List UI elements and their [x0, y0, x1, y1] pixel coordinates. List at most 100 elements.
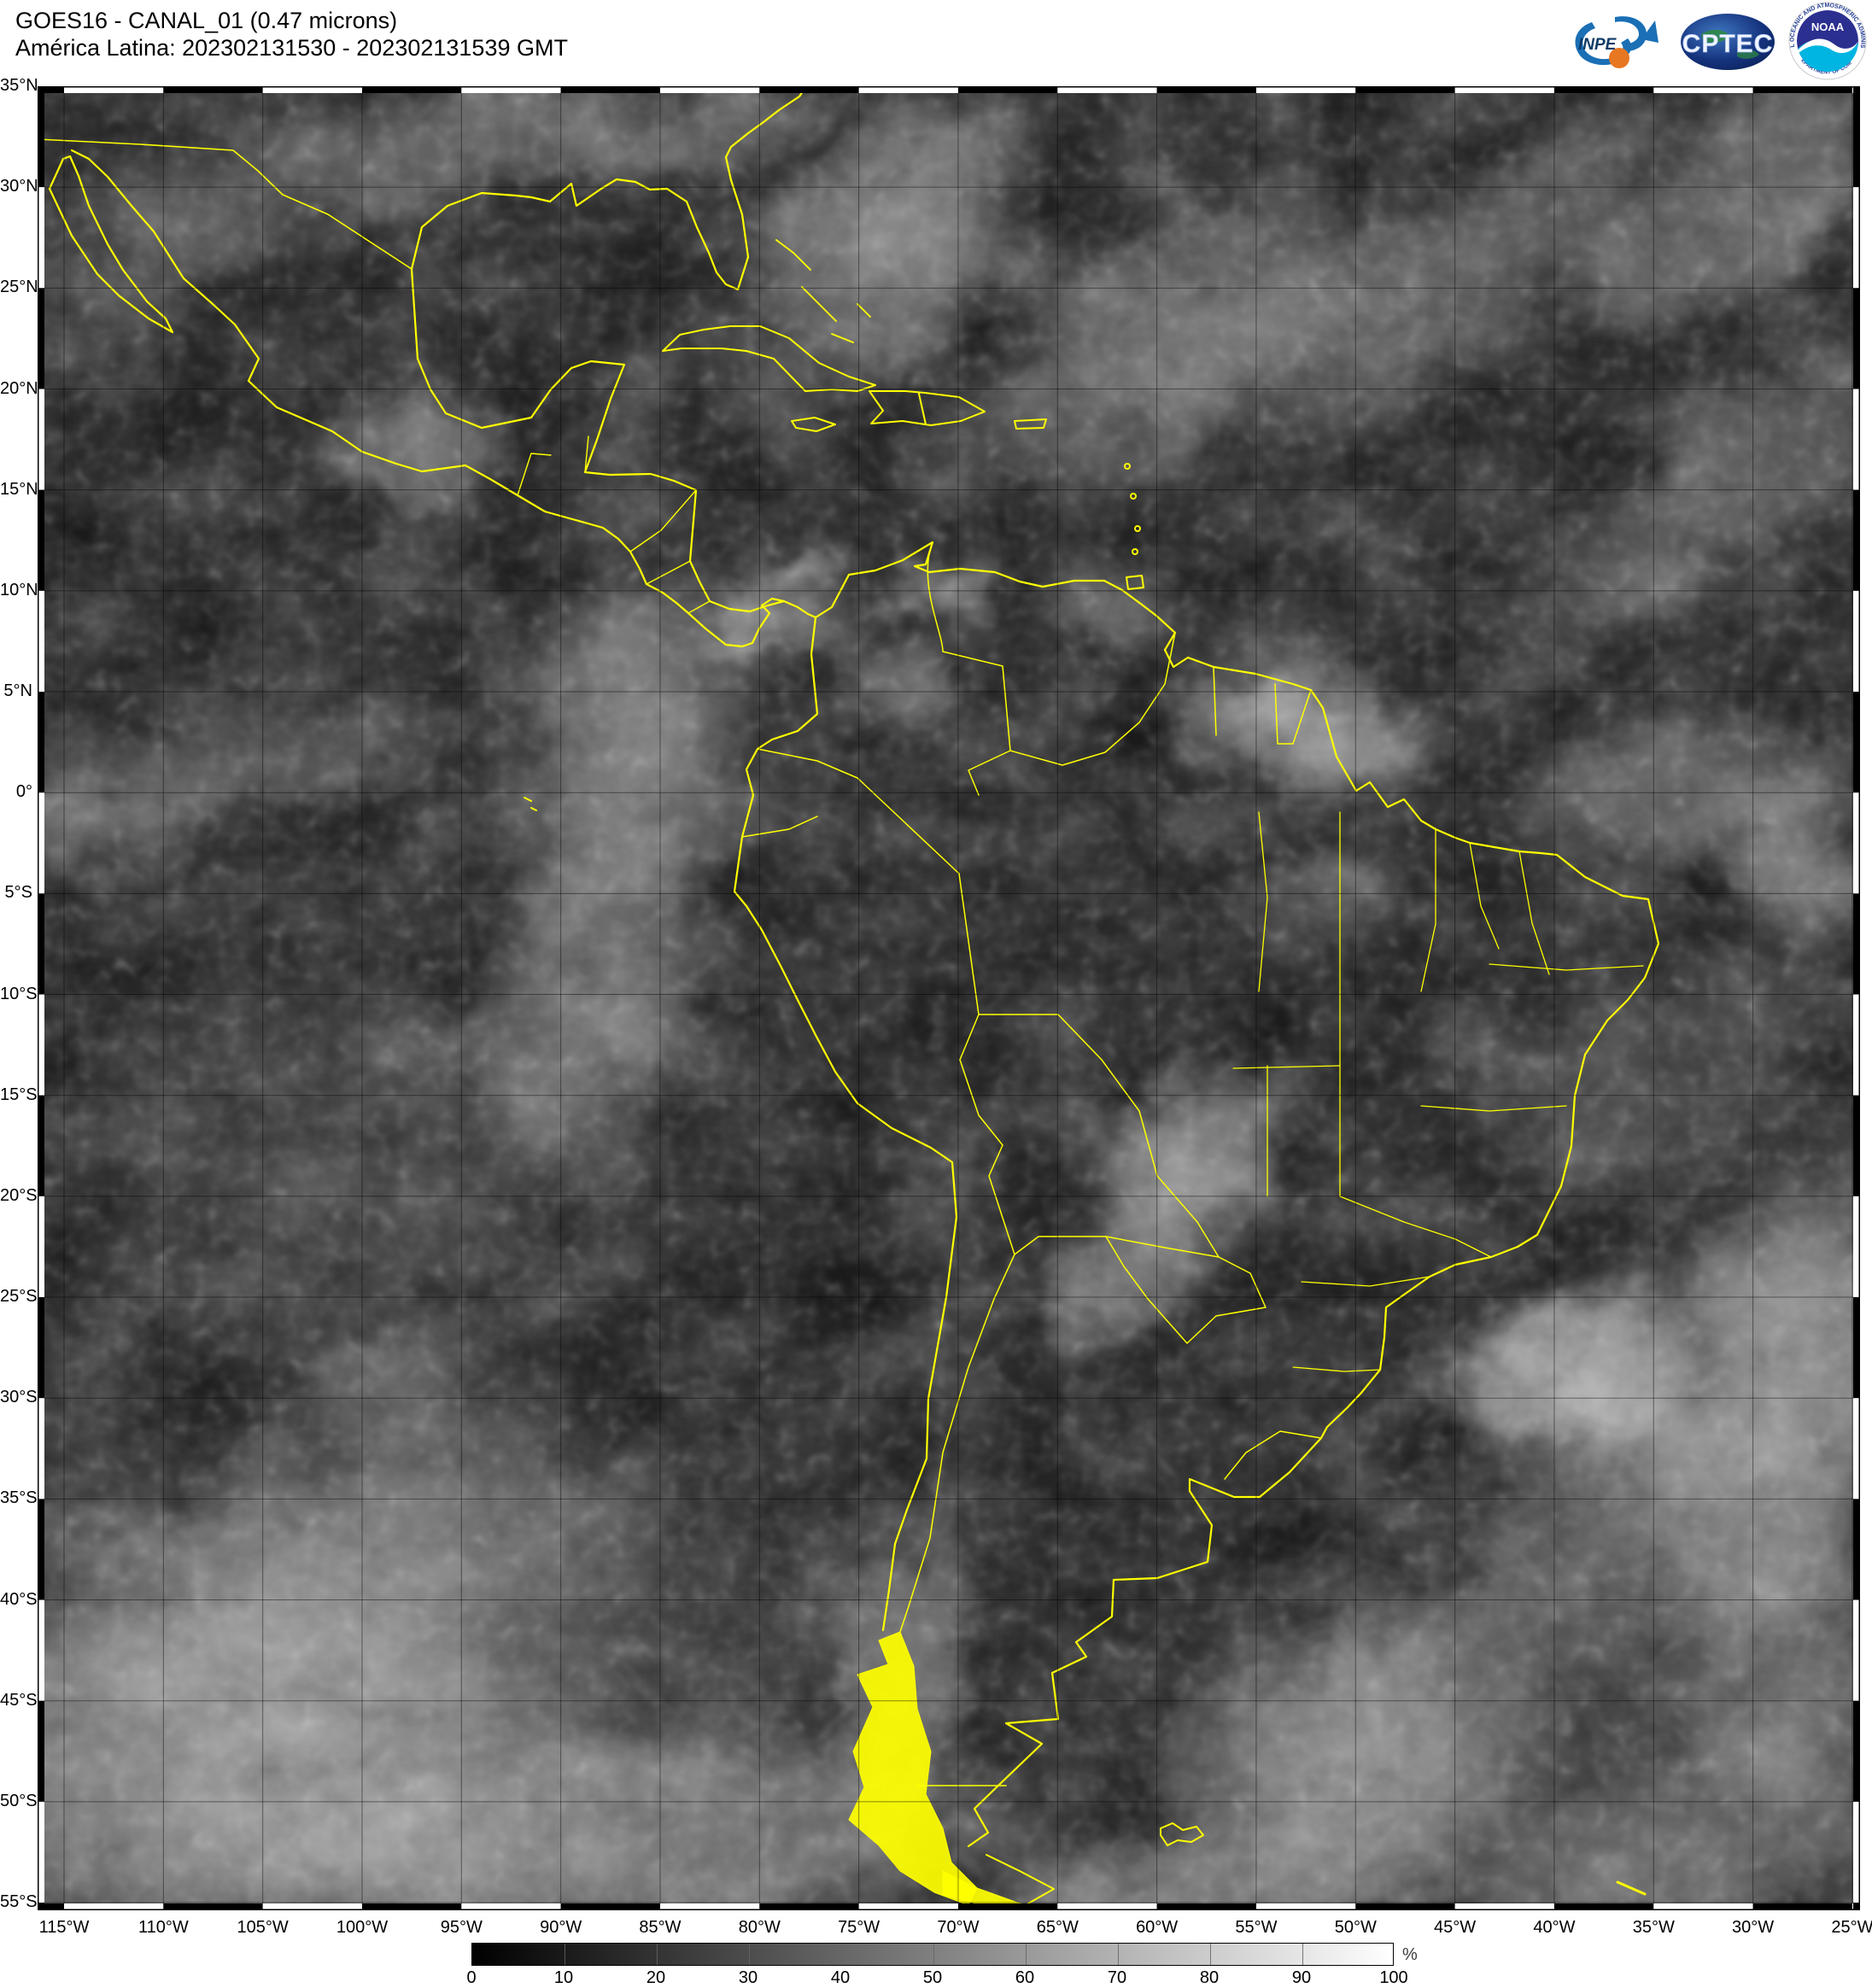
colorbar-tick	[657, 1944, 658, 1965]
colorbar-tick	[933, 1944, 934, 1965]
lon-label: 35°W	[1632, 1918, 1675, 1937]
colorbar-tick-label: 60	[1015, 1968, 1035, 1987]
lon-label: 110°W	[137, 1918, 189, 1937]
title-line-1: GOES16 - CANAL_01 (0.47 microns)	[15, 8, 398, 33]
colorbar-tick-label: 50	[922, 1968, 943, 1987]
colorbar-tick-label: 80	[1199, 1968, 1220, 1987]
inpe-orange-ball	[1609, 48, 1629, 68]
lon-label: 80°W	[738, 1918, 781, 1937]
lon-label: 70°W	[937, 1918, 980, 1937]
satellite-map	[38, 86, 1860, 1910]
lat-label: 35°S	[0, 1488, 38, 1508]
colorbar-tick	[1026, 1944, 1027, 1965]
inpe-swirl-outer	[1615, 16, 1647, 51]
island-antilles-1	[1124, 463, 1131, 470]
noaa-gull-icon	[1797, 38, 1858, 55]
coast-us-gulf-florida	[410, 86, 808, 291]
island-antilles-4	[1132, 548, 1138, 555]
coast-south-america-east	[814, 541, 1660, 1848]
lat-label: 0°	[15, 782, 32, 802]
title-line-2: América Latina: 202302131530 - 202302131…	[15, 35, 568, 61]
borders-south-america-countries	[741, 541, 1322, 1786]
borders-brazil-states	[1232, 811, 1644, 1372]
lat-label: 5°S	[4, 883, 32, 903]
lon-label: 100°W	[336, 1918, 389, 1937]
lon-label: 75°W	[838, 1918, 880, 1937]
lat-label: 50°S	[0, 1791, 38, 1810]
lat-label: 45°S	[0, 1690, 38, 1710]
lon-label: 30°W	[1732, 1918, 1775, 1937]
colorbar-unit: %	[1402, 1945, 1418, 1964]
country-borders-layer	[38, 86, 1660, 1910]
lon-label: 60°W	[1136, 1918, 1179, 1937]
coast-puerto-rico	[1014, 418, 1047, 430]
lon-label: 90°W	[540, 1918, 582, 1937]
colorbar-tick-label: 0	[466, 1968, 477, 1987]
colorbar-tick-label: 30	[738, 1968, 758, 1987]
colorbar-tick	[1302, 1944, 1303, 1965]
map-frame-band	[38, 86, 1860, 1910]
island-trinidad	[1126, 575, 1144, 590]
lat-label: 20°N	[0, 378, 38, 398]
colorbar-tick	[1210, 1944, 1211, 1965]
islands-falklands	[1160, 1822, 1204, 1846]
lat-label: 30°S	[0, 1388, 38, 1407]
lat-label: 5°N	[3, 681, 32, 701]
coast-jamaica	[791, 417, 836, 432]
coast-chilean-fjords	[848, 1631, 978, 1906]
lat-label: 10°S	[0, 984, 38, 1003]
coast-tierra-del-fuego	[942, 1870, 1068, 1910]
coast-tdf-east	[986, 1854, 1055, 1904]
noaa-logo: NATIONAL OCEANIC AND ATMOSPHERIC ADMINIS…	[1788, 2, 1867, 80]
island-south-georgia	[1616, 1880, 1647, 1896]
lat-label: 55°S	[0, 1892, 38, 1912]
border-us-mexico	[38, 138, 412, 270]
colorbar-tick-label: 40	[830, 1968, 851, 1987]
inpe-logo: INPE	[1575, 16, 1658, 68]
colorbar-tick	[841, 1944, 842, 1965]
lon-label: 55°W	[1235, 1918, 1278, 1937]
lat-label: 15°N	[0, 479, 38, 499]
lon-label: 65°W	[1036, 1918, 1079, 1937]
colorbar-tick-label: 20	[646, 1968, 666, 1987]
lon-label: 40°W	[1533, 1918, 1576, 1937]
island-antilles-2	[1130, 493, 1137, 500]
colorbar-tick	[749, 1944, 750, 1965]
graticule-layer	[38, 86, 1860, 1910]
coast-cuba	[662, 325, 876, 392]
coast-hispaniola	[869, 390, 986, 426]
cptec-continent-2	[1737, 49, 1759, 59]
colorbar-tick-label: 100	[1379, 1968, 1408, 1987]
cptec-logo-text: CPTEC	[1682, 30, 1774, 58]
map-frame-outline	[38, 86, 1860, 1910]
lon-label: 50°W	[1334, 1918, 1377, 1937]
noaa-emblem-sea	[1797, 40, 1858, 72]
lon-label: 95°W	[440, 1918, 483, 1937]
colorbar-tick-label: 90	[1291, 1968, 1312, 1987]
lat-label: 25°S	[0, 1287, 38, 1307]
island-antilles-3	[1134, 525, 1141, 532]
lat-label: 10°N	[0, 580, 38, 599]
lat-label: 35°N	[0, 76, 38, 95]
coast-gulf-yucatan-caribbean	[410, 267, 786, 613]
inpe-logo-text: INPE	[1578, 36, 1618, 54]
lon-label: 115°W	[38, 1918, 90, 1937]
lat-label: 30°N	[0, 177, 38, 196]
cptec-logo: CPTEC	[1681, 14, 1775, 70]
colorbar	[471, 1943, 1394, 1966]
cumulus-speckle-layer	[38, 86, 1860, 1910]
lat-label: 20°S	[0, 1185, 38, 1205]
colorbar-tick-label: 70	[1107, 1968, 1127, 1987]
colorbar-tick	[1118, 1944, 1119, 1965]
coast-pacific-mexico-centralamerica	[70, 149, 817, 648]
lon-label: 45°W	[1434, 1918, 1477, 1937]
islands-galapagos	[524, 797, 537, 811]
borders-central-america	[517, 436, 711, 614]
lon-label: 85°W	[639, 1918, 682, 1937]
inpe-arrow	[1641, 20, 1658, 43]
noaa-logo-text: NOAA	[1811, 20, 1845, 33]
cptec-continent-1	[1701, 29, 1730, 43]
logo-row: INPE CPTEC NATIONAL OCEANI	[1566, 2, 1867, 80]
lat-label: 40°S	[0, 1589, 38, 1609]
